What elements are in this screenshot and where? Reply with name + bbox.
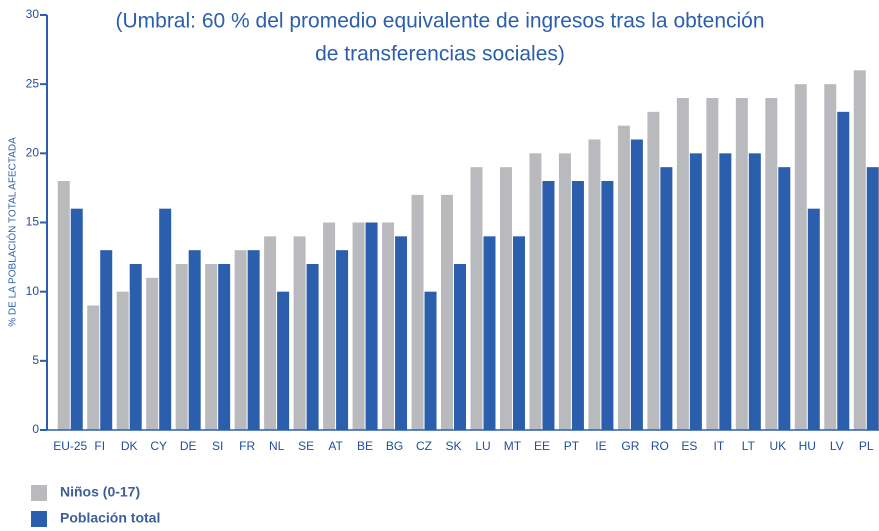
x-tick-label: SE xyxy=(298,439,314,453)
x-tick-label: BG xyxy=(386,439,403,453)
bar xyxy=(866,167,879,430)
x-tick-label: LT xyxy=(742,439,756,453)
x-tick-label: CY xyxy=(150,439,167,453)
bar xyxy=(424,291,437,430)
bar xyxy=(116,291,129,430)
bar xyxy=(146,277,159,430)
bar xyxy=(293,236,306,430)
bar xyxy=(441,194,454,430)
x-tick-label: LV xyxy=(830,439,844,453)
bar xyxy=(57,181,70,430)
bar xyxy=(323,222,336,430)
y-tick-label: 0 xyxy=(32,422,39,436)
y-tick-label: 30 xyxy=(26,7,40,21)
bar xyxy=(352,222,365,430)
legend-label: Población total xyxy=(60,510,160,526)
bar xyxy=(706,98,719,430)
bar xyxy=(454,264,467,430)
bar xyxy=(765,98,778,430)
bar xyxy=(853,70,866,430)
x-tick-label: IT xyxy=(714,439,725,453)
bar xyxy=(617,125,630,431)
bar xyxy=(306,264,319,430)
bar xyxy=(719,153,732,431)
bar xyxy=(630,139,643,430)
x-tick-label: IE xyxy=(595,439,606,453)
bar xyxy=(205,264,218,430)
y-tick-label: 15 xyxy=(26,215,40,229)
x-tick-label: UK xyxy=(769,439,786,453)
x-tick-label: PL xyxy=(859,439,874,453)
bar xyxy=(571,181,584,430)
x-tick-label: LU xyxy=(475,439,490,453)
bar xyxy=(824,84,837,431)
bar xyxy=(159,208,172,430)
bar xyxy=(660,167,673,430)
bar xyxy=(483,236,496,430)
x-tick-label: EU-25 xyxy=(53,439,87,453)
bar xyxy=(470,167,483,430)
bar xyxy=(735,98,748,430)
y-tick-label: 20 xyxy=(26,146,40,160)
bar xyxy=(336,250,349,430)
x-tick-label: DK xyxy=(121,439,138,453)
bar xyxy=(529,153,542,431)
y-tick-label: 25 xyxy=(26,76,40,90)
bar xyxy=(218,264,231,430)
bar xyxy=(277,291,290,430)
bar xyxy=(382,222,395,430)
bar xyxy=(689,153,702,431)
chart-title: de transferencias sociales) xyxy=(315,43,565,66)
x-tick-label: FI xyxy=(94,439,105,453)
bar xyxy=(588,139,601,430)
legend-swatch xyxy=(31,485,47,501)
bar xyxy=(807,208,820,430)
bar xyxy=(411,194,424,430)
bar xyxy=(601,181,614,430)
x-tick-label: PT xyxy=(564,439,580,453)
bar xyxy=(499,167,512,430)
x-tick-label: EE xyxy=(534,439,550,453)
x-tick-label: SK xyxy=(446,439,462,453)
y-tick-label: 10 xyxy=(26,284,40,298)
x-tick-label: MT xyxy=(504,439,522,453)
bar xyxy=(794,84,807,431)
x-tick-label: BE xyxy=(357,439,373,453)
y-tick-label: 5 xyxy=(32,353,39,367)
bar xyxy=(647,111,660,430)
x-tick-label: GR xyxy=(621,439,639,453)
x-tick-label: DE xyxy=(180,439,197,453)
bar xyxy=(558,153,571,431)
x-tick-label: AT xyxy=(328,439,343,453)
bar xyxy=(175,264,188,430)
bar xyxy=(100,250,113,430)
bar xyxy=(70,208,83,430)
y-axis-label: % DE LA POBLACIÓN TOTAL AFECTADA xyxy=(6,137,19,327)
x-tick-label: RO xyxy=(651,439,669,453)
bar xyxy=(247,250,260,430)
bar xyxy=(748,153,761,431)
x-tick-label: NL xyxy=(269,439,285,453)
bar xyxy=(837,111,850,430)
x-tick-label: SI xyxy=(212,439,223,453)
bar xyxy=(676,98,689,430)
bar xyxy=(234,250,247,430)
bar xyxy=(542,181,555,430)
bar xyxy=(512,236,525,430)
x-tick-label: HU xyxy=(799,439,816,453)
chart-title: (Umbral: 60 % del promedio equivalente d… xyxy=(115,10,764,33)
bar xyxy=(395,236,408,430)
legend-swatch xyxy=(31,511,47,527)
x-tick-label: CZ xyxy=(416,439,432,453)
bar xyxy=(365,222,378,430)
x-tick-label: FR xyxy=(239,439,255,453)
bar xyxy=(129,264,142,430)
x-tick-label: ES xyxy=(681,439,697,453)
legend-label: Niños (0-17) xyxy=(60,484,140,500)
bar xyxy=(264,236,277,430)
bar xyxy=(188,250,201,430)
bar xyxy=(87,305,100,430)
bar xyxy=(778,167,791,430)
